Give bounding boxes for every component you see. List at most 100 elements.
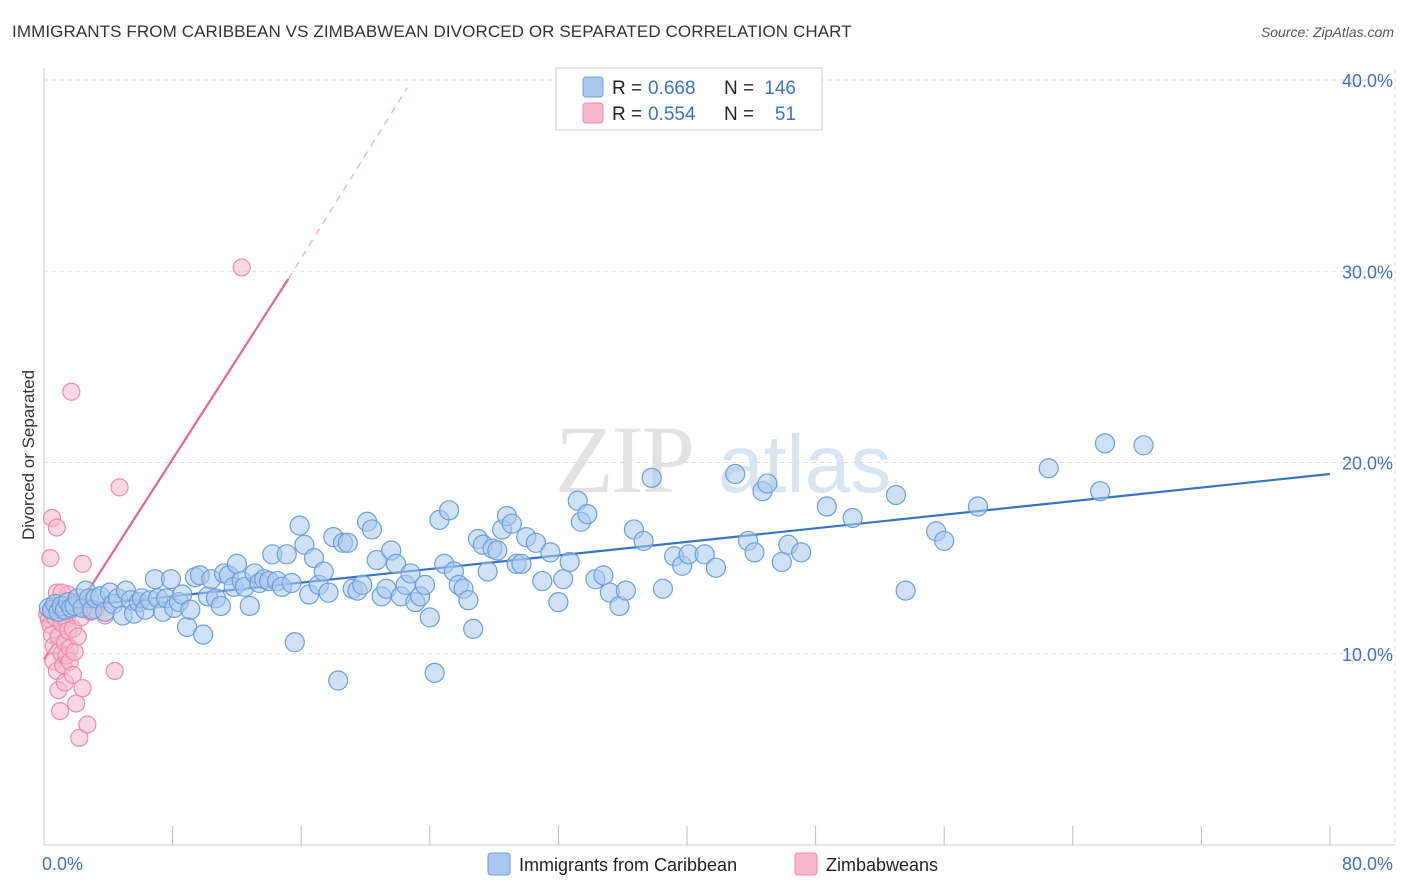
zimbabweans-point bbox=[65, 642, 84, 661]
trend-line-zimbabweans-extension bbox=[287, 87, 408, 280]
caribbean-point bbox=[842, 507, 863, 529]
caribbean-point bbox=[284, 632, 305, 653]
series-legend-label-caribbean: Immigrants from Caribbean bbox=[519, 855, 737, 875]
caribbean-point bbox=[967, 496, 989, 517]
caribbean-point bbox=[725, 463, 746, 485]
caribbean-point bbox=[180, 599, 201, 620]
caribbean-point bbox=[559, 551, 580, 573]
caribbean-point bbox=[210, 595, 231, 617]
series-legend: Immigrants from Caribbean Zimbabweans bbox=[487, 852, 938, 876]
caribbean-point bbox=[934, 530, 955, 552]
chart-title: IMMIGRANTS FROM CARIBBEAN VS ZIMBABWEAN … bbox=[12, 22, 852, 41]
caribbean-point bbox=[771, 551, 792, 573]
caribbean-point bbox=[615, 580, 637, 601]
zimbabweans-point bbox=[68, 627, 87, 646]
legend-swatch-caribbean bbox=[582, 76, 604, 98]
caribbean-point bbox=[705, 557, 727, 578]
caribbean-point bbox=[289, 515, 310, 536]
caribbean-point bbox=[463, 618, 484, 639]
caribbean-point bbox=[424, 662, 445, 683]
caribbean-point bbox=[540, 542, 561, 563]
x-tick-label: 80.0% bbox=[1342, 854, 1393, 874]
caribbean-point bbox=[1133, 435, 1154, 456]
y-tick-label: 40.0% bbox=[1342, 71, 1393, 91]
y-tick-label: 30.0% bbox=[1342, 262, 1393, 282]
zimbabweans-point bbox=[105, 661, 124, 681]
caribbean-point bbox=[548, 592, 569, 613]
legend-swatch-zimbabweans bbox=[582, 102, 604, 124]
y-axis-label: Divorced or Separated bbox=[19, 370, 38, 540]
legend-r-value-1: 0.668 bbox=[648, 78, 696, 99]
caribbean-point bbox=[226, 553, 247, 574]
caribbean-point bbox=[885, 484, 907, 506]
caribbean-point bbox=[400, 563, 421, 584]
caribbean-point bbox=[744, 542, 765, 563]
caribbean-point bbox=[276, 544, 297, 565]
y-tick-labels: 10.0% 20.0% 30.0% 40.0% bbox=[1342, 71, 1393, 665]
zimbabweans-point bbox=[67, 694, 86, 713]
legend-r-value-2: 0.554 bbox=[648, 104, 696, 125]
zimbabweans-point bbox=[47, 518, 66, 537]
zimbabweans-point bbox=[73, 679, 92, 698]
caribbean-point bbox=[511, 553, 532, 574]
series-legend-swatch-zimbabweans bbox=[794, 852, 818, 876]
caribbean-point bbox=[1038, 458, 1059, 479]
zimbabweans-point bbox=[62, 382, 81, 401]
watermark: ZIP atlas bbox=[555, 406, 891, 513]
zimbabweans-point bbox=[232, 258, 251, 277]
legend-r-label-1: R = bbox=[612, 78, 642, 99]
caribbean-point bbox=[633, 530, 654, 552]
caribbean-point bbox=[641, 467, 662, 488]
zimbabweans-point bbox=[50, 702, 70, 721]
stats-legend: R = 0.668 N = 146 R = 0.554 N = 51 bbox=[555, 67, 823, 131]
y-tick-label: 10.0% bbox=[1342, 645, 1393, 665]
series-legend-label-zimbabweans: Zimbabweans bbox=[826, 855, 938, 875]
source-credit: Source: ZipAtlas.com bbox=[1260, 24, 1394, 40]
axes bbox=[43, 68, 1395, 846]
caribbean-point bbox=[352, 574, 373, 596]
caribbean-point bbox=[193, 624, 214, 645]
caribbean-point bbox=[791, 542, 812, 563]
caribbean-point bbox=[593, 565, 614, 586]
zimbabweans-point bbox=[63, 665, 83, 684]
caribbean-point bbox=[438, 500, 460, 521]
caribbean-point bbox=[477, 561, 498, 582]
zimbabweans-point bbox=[78, 715, 97, 734]
caribbean-point bbox=[160, 569, 182, 590]
caribbean-point bbox=[532, 570, 553, 592]
zimbabweans-point bbox=[73, 554, 92, 573]
legend-n-value-2: 51 bbox=[775, 104, 796, 125]
caribbean-points bbox=[38, 433, 1154, 691]
caribbean-point bbox=[414, 574, 436, 596]
caribbean-point bbox=[553, 569, 574, 590]
caribbean-point bbox=[1090, 481, 1111, 502]
zimbabweans-point bbox=[110, 478, 129, 497]
caribbean-point bbox=[385, 553, 407, 574]
caribbean-point bbox=[694, 544, 715, 565]
x-tick-label: 0.0% bbox=[42, 854, 83, 874]
watermark-atlas: atlas bbox=[718, 419, 891, 510]
caribbean-point bbox=[501, 513, 522, 534]
legend-n-label-1: N = bbox=[724, 78, 754, 99]
caribbean-point bbox=[239, 595, 260, 617]
caribbean-point bbox=[816, 496, 837, 517]
caribbean-point bbox=[525, 532, 546, 553]
caribbean-point bbox=[366, 549, 387, 571]
caribbean-point bbox=[313, 561, 334, 582]
y-tick-label: 20.0% bbox=[1342, 454, 1393, 474]
legend-n-label-2: N = bbox=[724, 104, 754, 125]
caribbean-point bbox=[895, 580, 916, 601]
x-tick-labels: 0.0% 80.0% bbox=[42, 854, 1393, 874]
caribbean-point bbox=[757, 473, 778, 494]
series-legend-swatch-caribbean bbox=[487, 852, 511, 876]
zimbabweans-point bbox=[41, 549, 60, 568]
legend-n-value-1: 146 bbox=[764, 78, 796, 99]
caribbean-point bbox=[419, 607, 440, 628]
caribbean-point bbox=[328, 670, 349, 691]
caribbean-point bbox=[1094, 433, 1116, 454]
caribbean-point bbox=[458, 590, 479, 611]
legend-r-label-2: R = bbox=[612, 104, 642, 125]
caribbean-point bbox=[281, 572, 302, 594]
caribbean-point bbox=[361, 519, 383, 540]
